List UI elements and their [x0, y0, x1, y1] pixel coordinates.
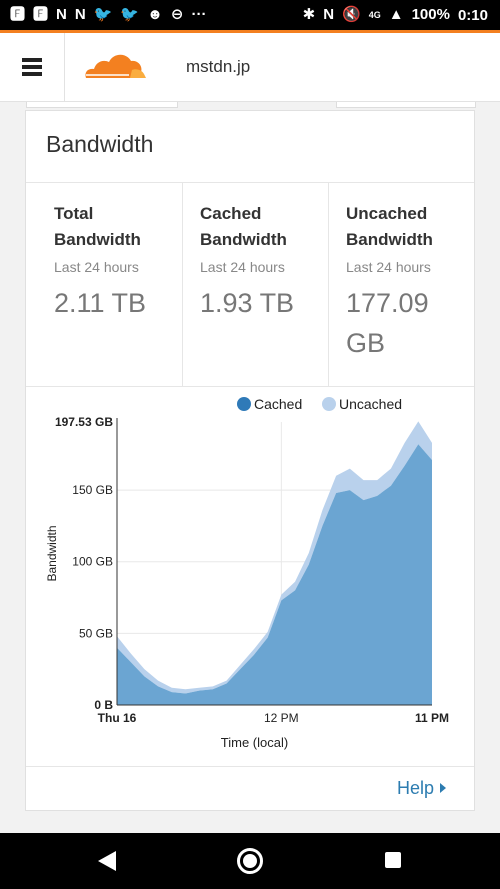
- notification-icons: 🅵 🅵 N N 🐦 🐦 ☻ ⊖ ···: [10, 0, 206, 30]
- y-tick-label: 50 GB: [79, 626, 113, 640]
- menu-button[interactable]: [0, 33, 65, 101]
- stat-label: Total Bandwidth: [54, 204, 141, 249]
- card-title: Bandwidth: [46, 131, 154, 157]
- y-tick-label: 0 B: [94, 698, 113, 712]
- clock: 0:10: [457, 6, 488, 24]
- app-header: mstdn.jp: [0, 33, 500, 102]
- legend-swatch-cached: [237, 397, 251, 411]
- legend-label-uncached: Uncached: [339, 396, 402, 412]
- back-icon[interactable]: [98, 851, 116, 871]
- x-axis-title: Time (local): [221, 735, 288, 750]
- twitter-icon: 🐦: [93, 6, 113, 23]
- recent-apps-icon[interactable]: [385, 852, 401, 868]
- accent-line: [0, 30, 500, 33]
- stat-period: Last 24 hours: [200, 259, 285, 275]
- do-not-disturb-icon: ⊖: [170, 6, 184, 23]
- home-icon[interactable]: [237, 848, 263, 874]
- navigation-bar: [0, 833, 500, 889]
- status-bar: 🅵 🅵 N N 🐦 🐦 ☻ ⊖ ··· ✱ N 🔇 4G ▲ 100% 0:10: [0, 0, 500, 30]
- system-icons: ✱ N 🔇 4G ▲ 100% 0:10: [303, 0, 488, 30]
- bandwidth-card: Bandwidth Total Bandwidth Last 24 hours …: [25, 110, 475, 811]
- stat-total-bandwidth: Total Bandwidth Last 24 hours 2.11 TB: [26, 183, 182, 386]
- caret-right-icon: [440, 783, 446, 793]
- site-domain[interactable]: mstdn.jp: [186, 57, 251, 76]
- stat-value: 2.11 TB: [54, 288, 147, 318]
- flipboard-icon: 🅵: [10, 6, 26, 23]
- stat-period: Last 24 hours: [54, 259, 139, 275]
- stat-cached-bandwidth: Cached Bandwidth Last 24 hours 1.93 TB: [182, 183, 328, 386]
- y-max-label: 197.53 GB: [55, 415, 113, 429]
- stat-value: 1.93 TB: [200, 288, 295, 318]
- x-tick-label: 12 PM: [264, 711, 299, 725]
- mute-icon: 🔇: [342, 6, 361, 23]
- stat-uncached-bandwidth: Uncached Bandwidth Last 24 hours 177.09 …: [328, 183, 474, 386]
- help-label: Help: [396, 778, 434, 798]
- more-notifications-icon: ···: [191, 6, 207, 23]
- legend-swatch-uncached: [322, 397, 336, 411]
- hamburger-icon: [22, 55, 42, 79]
- battery-level: 100%: [411, 6, 450, 23]
- cached-area: [117, 444, 432, 705]
- stat-period: Last 24 hours: [346, 259, 431, 275]
- nfc-icon: N: [323, 6, 335, 23]
- n-app-icon: N: [74, 6, 86, 23]
- y-tick-label: 100 GB: [72, 555, 113, 569]
- stat-label: Uncached Bandwidth: [346, 204, 433, 249]
- cloudflare-logo[interactable]: [80, 48, 148, 82]
- previous-card-edge: [0, 102, 500, 110]
- bluetooth-icon: ✱: [302, 6, 316, 23]
- flipboard-icon: 🅵: [33, 6, 49, 23]
- n-app-icon: N: [56, 6, 67, 23]
- signal-icon: ▲: [388, 6, 404, 23]
- legend-label-cached: Cached: [254, 396, 302, 412]
- help-link[interactable]: Help: [397, 778, 446, 799]
- help-row: Help: [26, 766, 474, 812]
- network-4g-icon: 4G: [368, 10, 381, 20]
- y-axis-title: Bandwidth: [45, 525, 59, 581]
- x-tick-label: 11 PM: [415, 711, 449, 725]
- stat-label: Cached Bandwidth: [200, 204, 287, 249]
- y-tick-label: 150 GB: [72, 483, 113, 497]
- stat-value: 177.09 GB: [346, 288, 429, 358]
- x-tick-label: Thu 16: [98, 711, 137, 725]
- android-icon: ☻: [147, 6, 163, 23]
- bandwidth-chart[interactable]: 197.53 GB 0 B 50 GB 100 GB 150 GB Thu 16 12 PM…: [26, 386, 474, 766]
- uncached-area: [117, 421, 432, 694]
- twitter-icon: 🐦: [120, 6, 140, 23]
- bandwidth-stats: Total Bandwidth Last 24 hours 2.11 TB Ca…: [26, 182, 474, 387]
